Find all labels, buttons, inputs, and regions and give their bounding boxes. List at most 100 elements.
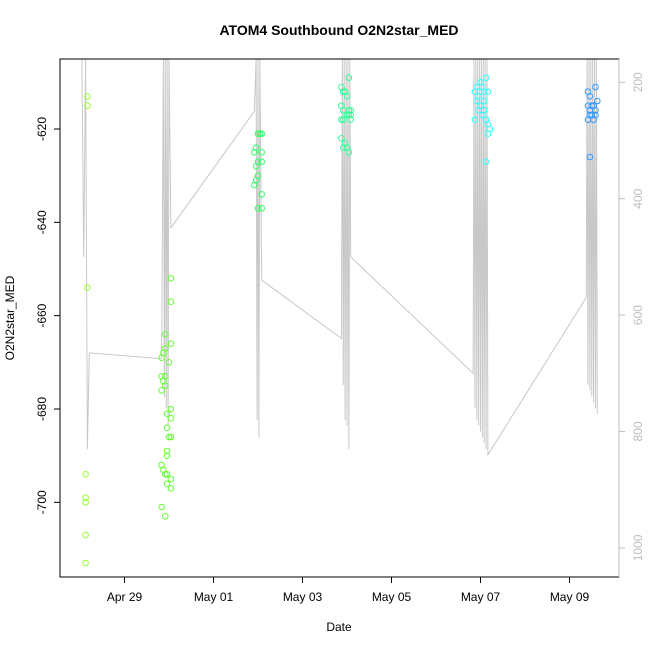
x-tick-label: May 03 <box>283 590 323 604</box>
data-points <box>82 74 601 567</box>
data-point <box>254 205 262 212</box>
y-tick-label: -700 <box>35 490 49 514</box>
data-point <box>592 111 599 119</box>
x-tick-label: May 05 <box>372 590 412 604</box>
y-tick-label: -680 <box>35 397 49 421</box>
data-point <box>162 382 169 390</box>
data-point <box>162 345 169 352</box>
data-point <box>338 116 345 123</box>
data-point <box>82 471 89 478</box>
data-point <box>484 88 492 95</box>
data-point <box>594 97 601 105</box>
data-point <box>158 503 165 511</box>
y2-tick-label: 800 <box>631 421 645 441</box>
data-point <box>167 433 175 441</box>
data-point <box>586 93 594 100</box>
data-point <box>258 130 266 137</box>
y-axis: -620 -640 -660 -680 -700 <box>35 117 60 514</box>
data-point <box>592 83 599 91</box>
data-point <box>340 88 347 95</box>
data-point <box>338 135 345 142</box>
depth-trace-line <box>81 58 598 457</box>
y-tick-label: -640 <box>35 210 49 234</box>
data-point <box>254 172 262 179</box>
data-point <box>347 111 355 119</box>
y2-tick-label: 400 <box>631 188 645 208</box>
data-point <box>84 102 91 109</box>
data-point <box>82 531 89 539</box>
data-point <box>252 144 260 151</box>
data-point <box>163 424 171 432</box>
depth-trace <box>81 58 598 457</box>
y2-tick-label: 1000 <box>631 534 645 561</box>
data-point <box>586 153 594 161</box>
data-point <box>345 111 353 119</box>
data-point <box>588 102 596 109</box>
y-tick-label: -620 <box>35 117 49 141</box>
data-point <box>167 485 175 492</box>
series-3 <box>251 130 266 212</box>
data-point <box>592 107 599 114</box>
data-point <box>167 405 175 413</box>
data-point <box>345 149 353 156</box>
data-point <box>480 97 488 105</box>
data-point <box>480 107 488 114</box>
series-2 <box>158 275 175 520</box>
data-point <box>340 116 347 123</box>
data-point <box>165 433 173 441</box>
x-tick-label: May 09 <box>550 590 590 604</box>
data-point <box>84 284 91 292</box>
data-point <box>484 130 492 137</box>
series-1 <box>82 93 91 567</box>
y-tick-label: -660 <box>35 303 49 327</box>
chart-title: ATOM4 Southbound O2N2star_MED <box>219 22 458 38</box>
data-point <box>167 298 175 306</box>
data-point <box>258 158 266 165</box>
data-point <box>482 74 490 81</box>
data-point <box>163 452 171 460</box>
data-point <box>82 559 89 567</box>
data-point <box>82 494 89 502</box>
data-point <box>345 74 353 81</box>
y2-tick-label: 200 <box>631 72 645 92</box>
data-point <box>162 331 169 338</box>
x-axis-label: Date <box>326 620 352 634</box>
data-point <box>163 447 171 455</box>
data-point <box>162 471 169 478</box>
data-point <box>84 93 91 100</box>
data-point <box>162 373 169 380</box>
data-point <box>340 144 347 151</box>
y-axis-label: O2N2star_MED <box>3 275 17 360</box>
x-tick-label: May 07 <box>461 590 501 604</box>
data-point <box>480 88 488 95</box>
data-point <box>343 93 351 100</box>
data-point <box>158 387 165 394</box>
data-point <box>477 102 484 109</box>
y2-tick-label: 600 <box>631 305 645 325</box>
series-5 <box>471 74 494 165</box>
data-point <box>163 480 171 488</box>
data-point <box>258 205 266 212</box>
data-point <box>167 415 175 422</box>
data-point <box>258 149 266 156</box>
x-tick-label: Apr 29 <box>107 590 143 604</box>
data-point <box>167 475 175 483</box>
data-point <box>258 191 266 198</box>
data-point <box>256 130 264 137</box>
series-6 <box>584 83 601 161</box>
secondary-y-axis: 200 400 600 800 1000 <box>618 59 645 577</box>
data-point <box>162 513 169 520</box>
data-point <box>167 340 175 348</box>
data-point <box>254 130 262 137</box>
data-point <box>254 158 262 165</box>
data-point <box>167 275 175 282</box>
x-tick-label: May 01 <box>194 590 234 604</box>
data-point <box>471 116 479 123</box>
data-point <box>251 181 258 189</box>
series-4 <box>338 74 355 156</box>
data-point <box>473 97 481 105</box>
data-point <box>82 499 89 506</box>
data-point <box>163 410 171 418</box>
data-point <box>165 359 173 366</box>
